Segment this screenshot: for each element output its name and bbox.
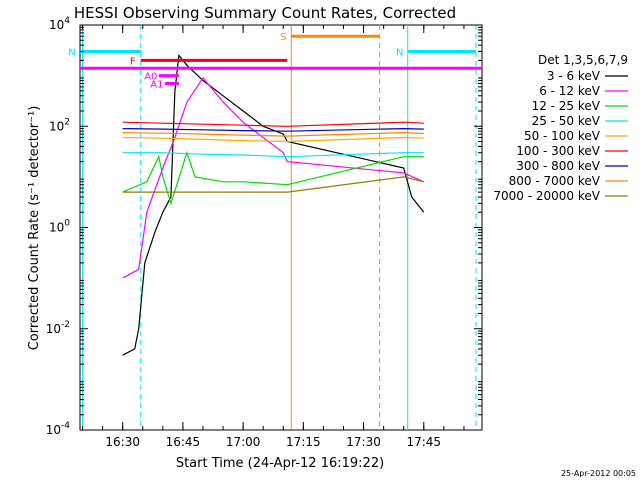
legend-entry-label: 7000 - 20000 keV [493, 189, 600, 203]
legend-title: Det 1,3,5,6,7,9 [538, 53, 628, 67]
y-tick-label: 102 [49, 117, 70, 133]
legend-entry-label: 12 - 25 keV [532, 99, 601, 113]
legend-entry-label: 800 - 7000 keV [509, 174, 601, 188]
legend-entry-label: 300 - 800 keV [516, 159, 600, 173]
x-tick-label: 17:00 [226, 435, 261, 449]
y-tick-label: 10-4 [46, 421, 71, 437]
series-line [122, 152, 424, 158]
series-line [122, 121, 424, 127]
series-line [122, 150, 424, 206]
x-tick-label: 17:45 [406, 435, 441, 449]
legend-entry-label: 6 - 12 keV [539, 84, 601, 98]
series-line [122, 131, 424, 137]
y-tick-label: 100 [49, 219, 70, 235]
x-axis-label: Start Time (24-Apr-12 16:19:22) [176, 456, 384, 471]
flag-label: F [130, 56, 136, 67]
legend-entry-label: 100 - 300 keV [516, 144, 600, 158]
series-line [122, 176, 424, 193]
series-line [122, 54, 425, 356]
flag-label: N [396, 47, 403, 58]
x-tick-label: 17:15 [286, 435, 321, 449]
flag-label: A1 [150, 79, 163, 90]
legend-entry-label: 50 - 100 keV [524, 129, 601, 143]
y-axis-label: Corrected Count Rate (s⁻¹ detector⁻¹) [27, 106, 42, 351]
flag-label: N [68, 47, 75, 58]
y-tick-label: 104 [49, 16, 70, 32]
legend-entry-label: 25 - 50 keV [532, 114, 601, 128]
flag-label: A0 [144, 72, 157, 83]
x-tick-label: 16:45 [166, 435, 201, 449]
series-line [122, 127, 424, 132]
footer-timestamp: 25-Apr-2012 00:05 [561, 469, 636, 478]
chart-title: HESSI Observing Summary Count Rates, Cor… [74, 4, 456, 22]
legend-entry-label: 3 - 6 keV [547, 69, 601, 83]
series-line [122, 136, 424, 143]
x-tick-label: 17:30 [346, 435, 381, 449]
x-tick-label: 16:30 [105, 435, 140, 449]
series-line [122, 76, 425, 279]
flag-label: S [280, 32, 286, 43]
y-tick-label: 10-2 [46, 320, 70, 336]
